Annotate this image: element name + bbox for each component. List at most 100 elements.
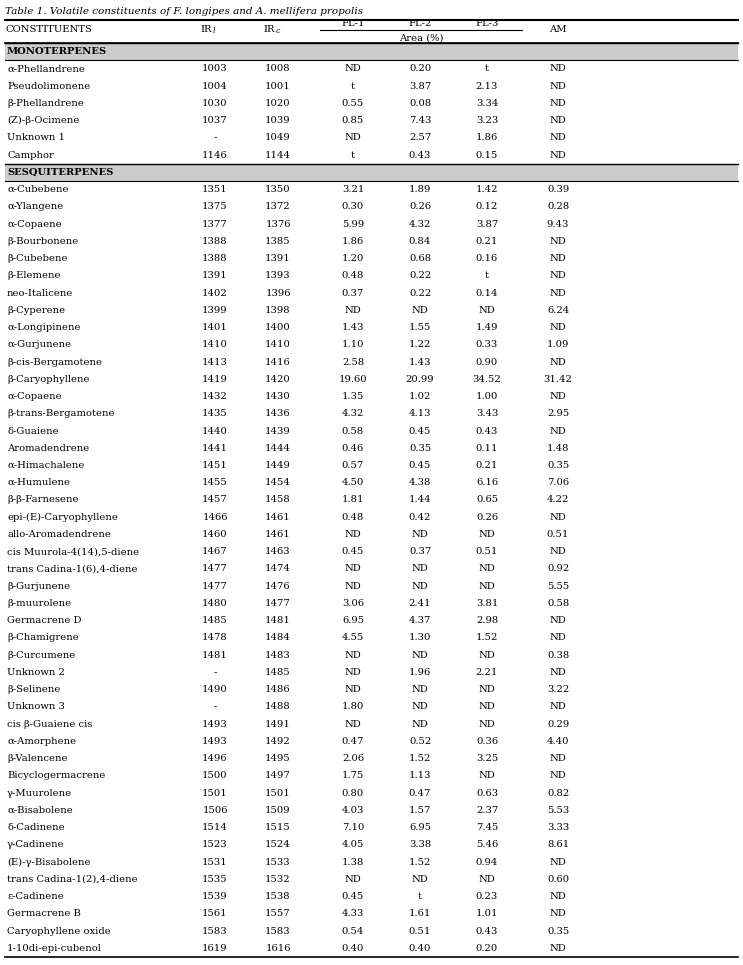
Text: 5.99: 5.99	[342, 220, 364, 229]
Text: 7.43: 7.43	[409, 116, 431, 125]
Text: AM: AM	[549, 24, 567, 34]
Text: 1478: 1478	[202, 633, 228, 643]
Text: 4.33: 4.33	[342, 909, 364, 919]
Text: 0.46: 0.46	[342, 444, 364, 453]
Text: ND: ND	[550, 668, 566, 677]
Text: ND: ND	[478, 771, 496, 781]
Text: 4.38: 4.38	[409, 479, 431, 487]
Text: 3.22: 3.22	[547, 685, 569, 694]
Text: ND: ND	[550, 254, 566, 263]
Text: 1616: 1616	[265, 944, 291, 952]
Text: 0.08: 0.08	[409, 98, 431, 108]
Text: β-Cyperene: β-Cyperene	[7, 306, 65, 315]
Text: β-Valencene: β-Valencene	[7, 755, 68, 763]
Text: t: t	[418, 892, 422, 901]
Text: ND: ND	[550, 133, 566, 143]
Text: 1500: 1500	[202, 771, 228, 781]
Text: trans Cadina-1(2),4-diene: trans Cadina-1(2),4-diene	[7, 875, 137, 884]
Text: 1.35: 1.35	[342, 392, 364, 401]
Text: 1440: 1440	[202, 427, 228, 435]
Text: 0.26: 0.26	[476, 512, 498, 522]
Text: ε-Cadinene: ε-Cadinene	[7, 892, 64, 901]
Text: 1030: 1030	[202, 98, 228, 108]
Text: 1497: 1497	[265, 771, 291, 781]
Text: 2.95: 2.95	[547, 409, 569, 418]
Text: 1.42: 1.42	[476, 185, 499, 194]
Text: 0.43: 0.43	[476, 926, 499, 936]
Text: 4.37: 4.37	[409, 617, 431, 625]
Text: 0.94: 0.94	[476, 858, 499, 867]
Text: ND: ND	[478, 685, 496, 694]
Text: 1391: 1391	[202, 271, 228, 280]
Text: 1493: 1493	[202, 737, 228, 746]
Text: 0.36: 0.36	[476, 737, 498, 746]
Text: 1.80: 1.80	[342, 703, 364, 711]
Text: t: t	[351, 82, 355, 91]
Text: 1375: 1375	[202, 203, 228, 211]
Text: 4.05: 4.05	[342, 841, 364, 849]
Text: 0.35: 0.35	[547, 461, 569, 470]
Text: 0.30: 0.30	[342, 203, 364, 211]
Text: 1004: 1004	[202, 82, 228, 91]
Text: 1557: 1557	[265, 909, 291, 919]
Text: 1441: 1441	[202, 444, 228, 453]
Text: ND: ND	[550, 944, 566, 952]
Text: 1483: 1483	[265, 650, 291, 660]
Text: 1485: 1485	[202, 617, 228, 625]
Text: α-Humulene: α-Humulene	[7, 479, 70, 487]
Text: 0.92: 0.92	[547, 565, 569, 573]
Text: 1583: 1583	[202, 926, 228, 936]
Text: α-Copaene: α-Copaene	[7, 220, 62, 229]
Text: ND: ND	[345, 133, 361, 143]
Text: ND: ND	[550, 909, 566, 919]
Text: 2.06: 2.06	[342, 755, 364, 763]
Text: 20.99: 20.99	[406, 374, 435, 384]
Text: Unknown 1: Unknown 1	[7, 133, 65, 143]
Text: trans Cadina-1(6),4-diene: trans Cadina-1(6),4-diene	[7, 565, 137, 573]
Text: t: t	[351, 151, 355, 159]
Text: ND: ND	[345, 530, 361, 539]
Text: 1486: 1486	[265, 685, 291, 694]
Text: allo-Aromadendrene: allo-Aromadendrene	[7, 530, 111, 539]
Text: ND: ND	[412, 565, 429, 573]
Text: MONOTERPENES: MONOTERPENES	[7, 47, 107, 56]
Text: 0.22: 0.22	[409, 289, 431, 297]
Text: 0.14: 0.14	[476, 289, 499, 297]
Text: l: l	[213, 27, 215, 35]
Text: α-Bisabolene: α-Bisabolene	[7, 806, 73, 814]
Text: 1466: 1466	[202, 512, 228, 522]
Text: 0.33: 0.33	[476, 341, 498, 349]
Text: 0.42: 0.42	[409, 512, 431, 522]
Text: 0.38: 0.38	[547, 650, 569, 660]
Text: 1388: 1388	[202, 254, 228, 263]
Text: 4.22: 4.22	[547, 495, 569, 505]
Text: 1501: 1501	[265, 788, 291, 798]
Bar	[5, 43, 738, 60]
Text: 1.52: 1.52	[476, 633, 499, 643]
Text: 1.52: 1.52	[409, 755, 431, 763]
Text: ND: ND	[478, 703, 496, 711]
Text: ND: ND	[550, 65, 566, 73]
Text: 0.58: 0.58	[547, 599, 569, 608]
Text: 0.57: 0.57	[342, 461, 364, 470]
Text: ND: ND	[412, 582, 429, 591]
Text: 6.95: 6.95	[342, 617, 364, 625]
Text: 1350: 1350	[265, 185, 291, 194]
Text: 0.51: 0.51	[547, 530, 569, 539]
Text: 1.89: 1.89	[409, 185, 431, 194]
Text: ND: ND	[345, 306, 361, 315]
Text: 0.35: 0.35	[547, 926, 569, 936]
Text: 1376: 1376	[265, 220, 291, 229]
Text: 1539: 1539	[202, 892, 228, 901]
Text: 1481: 1481	[265, 617, 291, 625]
Text: ND: ND	[412, 306, 429, 315]
Text: 0.84: 0.84	[409, 236, 431, 246]
Text: ND: ND	[478, 306, 496, 315]
Text: 0.80: 0.80	[342, 788, 364, 798]
Text: ND: ND	[550, 512, 566, 522]
Text: 0.52: 0.52	[409, 737, 431, 746]
Text: ND: ND	[550, 98, 566, 108]
Text: 1377: 1377	[202, 220, 228, 229]
Text: c: c	[276, 27, 280, 35]
Text: 0.45: 0.45	[342, 547, 364, 556]
